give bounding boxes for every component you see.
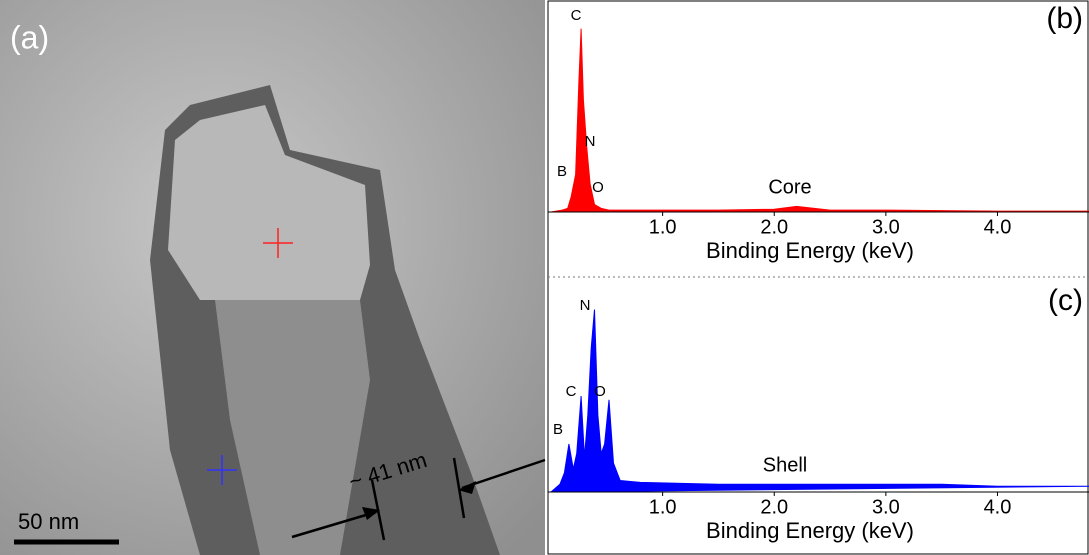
x-tick-label: 2.0 xyxy=(760,216,788,238)
x-tick-label: 3.0 xyxy=(872,496,900,518)
peak-label: O xyxy=(594,383,606,400)
panel-label: (c) xyxy=(1048,284,1083,317)
spectrum xyxy=(550,28,1089,213)
tem-image: (a) ~ 41 nm 50 nm xyxy=(0,0,546,555)
x-tick-label: 4.0 xyxy=(984,496,1012,518)
arrowhead xyxy=(458,481,476,494)
peak-label: B xyxy=(557,163,567,180)
core-marker xyxy=(263,228,293,258)
rod-core xyxy=(215,300,370,555)
x-axis-label: Binding Energy (keV) xyxy=(706,518,914,543)
peak-label: C xyxy=(571,7,582,24)
scale-bar-label: 50 nm xyxy=(18,509,79,534)
x-axis-label: Binding Energy (keV) xyxy=(706,238,914,263)
x-tick-label: 4.0 xyxy=(984,216,1012,238)
spectrum-label: Shell xyxy=(763,454,807,476)
peak-label: C xyxy=(566,383,577,400)
x-tick-label: 3.0 xyxy=(872,216,900,238)
arrowhead xyxy=(362,507,380,520)
rod-tip xyxy=(168,105,370,300)
panel-label: (b) xyxy=(1046,2,1083,35)
spectrum-label: Core xyxy=(768,176,811,198)
x-tick-label: 1.0 xyxy=(649,496,677,518)
shell-marker xyxy=(207,455,237,485)
peak-label: O xyxy=(592,179,604,196)
peak-label: N xyxy=(580,297,591,314)
x-tick-label: 1.0 xyxy=(649,216,677,238)
panel-label: (a) xyxy=(10,19,49,55)
peak-label: N xyxy=(585,133,596,150)
x-tick-label: 2.0 xyxy=(760,496,788,518)
peak-label: B xyxy=(553,421,563,438)
spectrum xyxy=(549,309,1089,493)
